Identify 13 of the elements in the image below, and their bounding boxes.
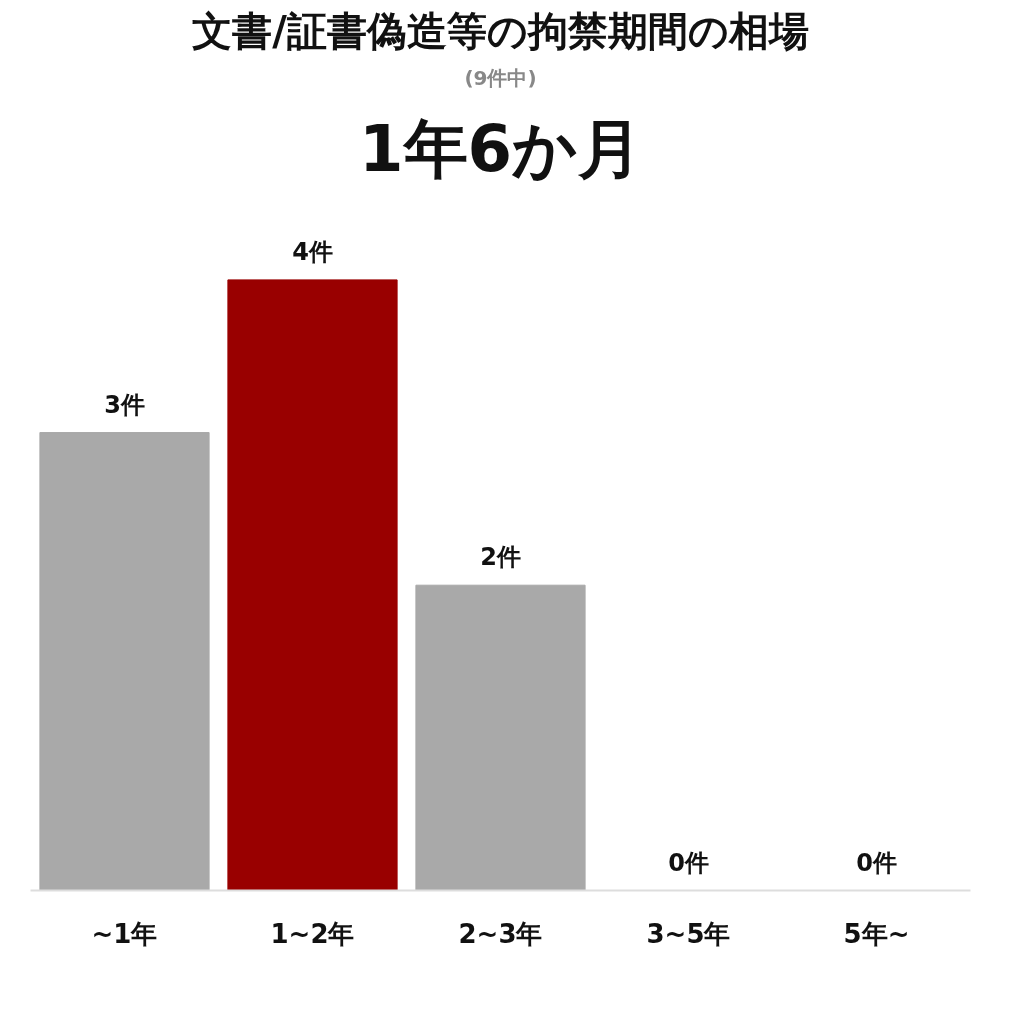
x-tick-label: 1~2年 xyxy=(270,918,355,949)
data-label: 0件 xyxy=(668,848,709,877)
data-label: 4件 xyxy=(292,237,333,266)
x-tick-label: 2~3年 xyxy=(458,918,543,949)
x-tick-label: ~1年 xyxy=(91,918,158,949)
chart-title: 文書/証書偽造等の拘禁期間の相場 xyxy=(192,7,809,54)
data-label: 0件 xyxy=(856,848,897,877)
chart-subtitle: (9件中) xyxy=(464,65,537,90)
text: 1年6か月 xyxy=(358,111,643,186)
data-label: 3件 xyxy=(104,390,145,419)
data-label: 2件 xyxy=(480,543,521,572)
x-tick-label: 3~5年 xyxy=(646,918,731,949)
x-tick-label: 5年~ xyxy=(843,918,910,949)
